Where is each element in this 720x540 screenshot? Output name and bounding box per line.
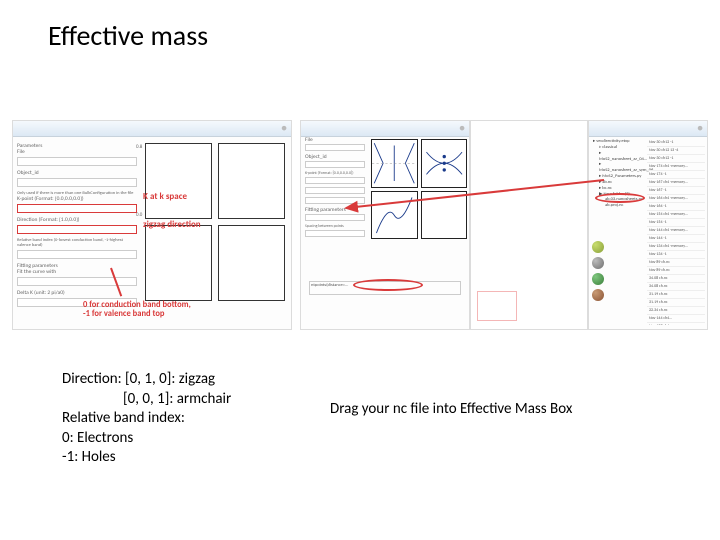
sphere-icon (592, 257, 604, 269)
annotation-kspace: K at k space (143, 191, 187, 202)
label-objectid: Object_id (17, 170, 137, 176)
label: Spacing between points (305, 224, 365, 229)
sphere-icon (592, 273, 604, 285)
effective-mass-window-left: Parameters File Object_id Only used if t… (12, 120, 292, 330)
caption-line: [0, 0, 1]: armchair (62, 390, 231, 410)
file-field[interactable] (305, 144, 365, 151)
label: Fitting parameters (305, 207, 365, 213)
right-window-group: File Object_id K-point (Format: [0.0,0.0… (300, 120, 708, 330)
mini-plot-empty (421, 191, 468, 240)
window-titlebar (13, 121, 291, 137)
field[interactable] (305, 177, 365, 184)
annotation-zigzag: zigzag direction (143, 219, 201, 230)
file-row[interactable]: Nov 164 -1 (647, 203, 705, 211)
label: Object_id (305, 154, 365, 160)
caption-line: Relative band index: (62, 409, 231, 429)
label-file: File (17, 149, 137, 155)
annotation-band: 0 for conduction band bottom, -1 for val… (83, 301, 191, 319)
mini-plot-band (371, 139, 418, 188)
file-row[interactable]: Nov 174 ch4 -memory... (647, 163, 705, 171)
file-row[interactable]: Nov 127 ch4... (647, 323, 705, 325)
field[interactable] (305, 197, 365, 204)
plot-1: 0.80.0 (145, 143, 212, 219)
file-row[interactable]: 34.08 ch.nc (647, 283, 705, 291)
label-fitcurve: Fit the curve with (17, 269, 137, 275)
file-row[interactable]: Nov 144 ch4... (647, 315, 705, 323)
objectid-field[interactable] (17, 178, 137, 187)
mini-plot-bands2 (421, 139, 468, 188)
file-row[interactable]: Nov 174 -1 (647, 171, 705, 179)
file-row[interactable]: Nov 89 ch.nc (647, 267, 705, 275)
label-bandindex: Relative band index (0-lowest conduction… (17, 238, 137, 248)
file-row[interactable]: 34.08 ch.nc (647, 275, 705, 283)
file-row[interactable]: Nov 30 ch12 -1 (647, 139, 705, 147)
file-row[interactable]: Nov 89 ch.nc (647, 259, 705, 267)
plot-3 (145, 225, 212, 301)
file-row[interactable]: 31.19 ch.nc (647, 299, 705, 307)
fit-field[interactable] (17, 277, 137, 286)
file-row[interactable]: Nov 30 ch12 -1 (647, 155, 705, 163)
file-row[interactable]: Nov 164 ch4 -memory... (647, 195, 705, 203)
kpoint-field[interactable] (17, 204, 137, 213)
pink-rect-icon (477, 291, 517, 321)
label: K-point (Format: [0.0,0.0,0.0]) (305, 171, 365, 176)
label-kpoint: K-point (Format: [0.0,0.0,0.0]) (17, 196, 137, 202)
slide-title: Effective mass (48, 18, 208, 53)
file-row[interactable]: Nov 167 ch4 -memory... (647, 179, 705, 187)
file-row[interactable]: Nov 154 -1 (647, 219, 705, 227)
parameters-panel: Parameters File Object_id Only used if t… (17, 143, 137, 311)
sphere-icon (592, 289, 604, 301)
file-row[interactable]: Nov 30 ch12 13 -4 (647, 147, 705, 155)
file-row[interactable]: Nov 144 ch4 -memory... (647, 227, 705, 235)
annotation-highlight-icon (595, 193, 645, 203)
file-list[interactable]: Nov 30 ch12 -1Nov 30 ch12 13 -4Nov 30 ch… (647, 139, 705, 325)
mini-plot-grid (371, 139, 467, 239)
blank-panel (470, 120, 588, 330)
project-files-window: ▸ vecdirectivity.etxp ▹ classical ▸ MoS2… (588, 120, 708, 330)
file-row[interactable]: 22.34 ch.nc (647, 307, 705, 315)
file-row[interactable]: Nov 134 ch4 -memory... (647, 243, 705, 251)
direction-field[interactable] (17, 225, 137, 234)
window-titlebar (301, 121, 469, 137)
right-caption: Drag your nc file into Effective Mass Bo… (330, 400, 572, 418)
file-field[interactable] (17, 157, 137, 166)
field[interactable] (305, 187, 365, 194)
plot-2 (218, 143, 285, 219)
effective-mass-window-right: File Object_id K-point (Format: [0.0,0.0… (300, 120, 470, 330)
file-row[interactable]: Nov 144 -1 (647, 235, 705, 243)
window-titlebar (589, 121, 707, 137)
parameters-side: File Object_id K-point (Format: [0.0,0.0… (305, 137, 365, 240)
label-direction: Direction (Format: [1.0,0.0]) (17, 217, 137, 223)
caption-line: 0: Electrons (62, 429, 231, 449)
file-row[interactable]: Nov 167 -1 (647, 187, 705, 195)
file-row[interactable]: Nov 134 -1 (647, 251, 705, 259)
file-row[interactable]: 31.19 ch.nc (647, 291, 705, 299)
sphere-icons (592, 241, 604, 301)
tree-node[interactable]: ab.proj.nc (593, 203, 647, 209)
field[interactable] (305, 230, 365, 237)
caption-line: Direction: [0, 1, 0]: zigzag (62, 370, 231, 390)
label: File (305, 137, 365, 143)
caption-line: -1: Holes (62, 448, 231, 468)
tree-node[interactable]: ▸ MoS2_nanosheet_zz_sym_06... (593, 162, 647, 174)
field[interactable] (305, 214, 365, 221)
plot-4 (218, 225, 285, 301)
mini-plot-fit (371, 191, 418, 240)
field[interactable] (305, 161, 365, 168)
sphere-icon (592, 241, 604, 253)
tree-node[interactable]: ▸ MoS2_nanosheet_zz_04... (593, 151, 647, 163)
left-caption: Direction: [0, 1, 0]: zigzag [0, 0, 1]: … (62, 370, 231, 468)
file-row[interactable]: Nov 154 ch4 -memory... (647, 211, 705, 219)
annotation-ellipse-icon (353, 279, 423, 291)
bandindex-field[interactable] (17, 250, 137, 259)
